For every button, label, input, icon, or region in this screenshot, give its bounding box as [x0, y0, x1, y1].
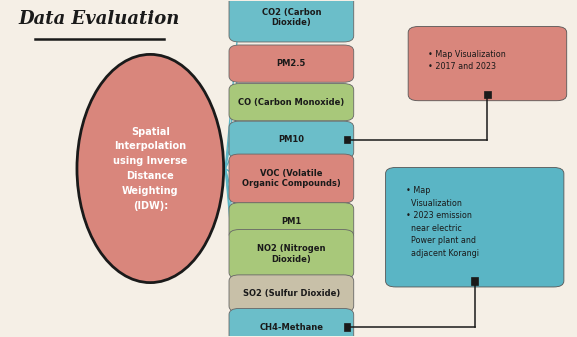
Text: PM2.5: PM2.5: [277, 59, 306, 68]
FancyBboxPatch shape: [229, 154, 354, 203]
Text: Spatial
Interpolation
using Inverse
Distance
Weighting
(IDW):: Spatial Interpolation using Inverse Dist…: [113, 126, 188, 211]
Bar: [484, 91, 491, 98]
FancyBboxPatch shape: [229, 0, 354, 42]
Ellipse shape: [77, 54, 224, 283]
Bar: [343, 324, 350, 331]
FancyBboxPatch shape: [229, 229, 354, 279]
FancyBboxPatch shape: [229, 45, 354, 82]
Text: PM1: PM1: [281, 217, 302, 226]
Text: PM10: PM10: [278, 135, 304, 144]
Bar: [343, 136, 350, 144]
FancyBboxPatch shape: [229, 121, 354, 158]
Text: • Map Visualization
• 2017 and 2023: • Map Visualization • 2017 and 2023: [429, 50, 506, 71]
Text: CH4-Methane: CH4-Methane: [260, 323, 323, 332]
FancyBboxPatch shape: [229, 203, 354, 240]
FancyBboxPatch shape: [229, 84, 354, 121]
Text: NO2 (Nitrogen
Dioxide): NO2 (Nitrogen Dioxide): [257, 244, 325, 264]
Text: • Map
  Visualization
• 2023 emission
  near electric
  Power plant and
  adjace: • Map Visualization • 2023 emission near…: [406, 186, 479, 257]
Text: CO (Carbon Monoxide): CO (Carbon Monoxide): [238, 98, 344, 107]
FancyBboxPatch shape: [385, 167, 564, 287]
FancyBboxPatch shape: [229, 275, 354, 312]
Text: CO2 (Carbon
Dioxide): CO2 (Carbon Dioxide): [261, 8, 321, 27]
FancyBboxPatch shape: [408, 27, 567, 101]
Bar: [471, 277, 478, 285]
Text: VOC (Volatile
Organic Compounds): VOC (Volatile Organic Compounds): [242, 169, 341, 188]
Text: SO2 (Sulfur Dioxide): SO2 (Sulfur Dioxide): [243, 289, 340, 298]
Text: Data Evaluation: Data Evaluation: [19, 10, 180, 28]
FancyBboxPatch shape: [229, 308, 354, 337]
